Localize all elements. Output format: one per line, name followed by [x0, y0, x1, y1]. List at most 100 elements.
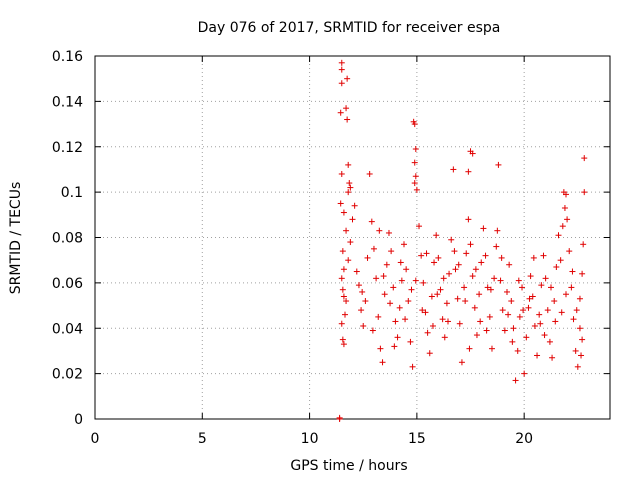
data-point [559, 223, 566, 230]
data-point [572, 347, 579, 354]
data-point [534, 352, 541, 359]
data-point [388, 248, 395, 255]
data-point [338, 170, 345, 177]
data-point [340, 209, 347, 216]
data-point [338, 66, 345, 73]
data-point [380, 273, 387, 280]
data-point [412, 277, 419, 284]
data-point [390, 284, 397, 291]
x-tick-label: 15 [408, 431, 426, 447]
data-point [529, 293, 536, 300]
data-point [360, 322, 367, 329]
data-point [576, 295, 583, 302]
data-point [461, 284, 468, 291]
y-tick-label: 0.14 [52, 94, 83, 110]
data-point [488, 345, 495, 352]
data-point [340, 341, 347, 348]
data-point [411, 121, 418, 128]
x-tick-label: 5 [198, 431, 207, 447]
data-point [504, 288, 510, 295]
data-point [397, 259, 404, 266]
data-point [376, 227, 383, 234]
data-point [409, 363, 416, 370]
data-point [471, 304, 478, 311]
data-point [515, 277, 522, 284]
data-point [396, 304, 403, 311]
data-point [403, 266, 410, 273]
data-point [570, 316, 577, 323]
data-point [381, 291, 388, 298]
y-tick-labels: 0 0.02 0.04 0.06 0.08 0.1 0.12 0.14 0.16 [52, 49, 83, 428]
data-point [387, 300, 394, 307]
data-point [505, 311, 512, 318]
data-point [537, 320, 544, 327]
data-point [392, 318, 399, 325]
data-point [347, 184, 354, 191]
data-point [450, 166, 457, 173]
data-point [405, 298, 412, 305]
data-point [465, 216, 472, 223]
data-point [483, 327, 490, 334]
data-point [495, 161, 502, 168]
data-point [462, 298, 469, 305]
data-point [452, 266, 459, 273]
data-point [569, 268, 576, 275]
data-point [370, 245, 377, 252]
x-tick-label: 0 [91, 431, 100, 447]
data-point [339, 248, 346, 255]
data-point [458, 359, 465, 366]
data-point [394, 334, 401, 341]
data-point [566, 248, 573, 255]
data-point [422, 309, 429, 316]
data-point [538, 282, 545, 289]
data-point [345, 161, 352, 168]
data-point [401, 241, 407, 248]
data-point [455, 261, 462, 268]
x-axis-label: GPS time / hours [290, 458, 407, 474]
data-point [578, 352, 585, 359]
data-point [557, 257, 564, 264]
data-point [520, 307, 527, 314]
data-point [501, 327, 508, 334]
data-point [347, 239, 354, 246]
data-point [343, 298, 350, 305]
data-point [412, 173, 419, 180]
data-point [344, 75, 351, 82]
data-point [426, 350, 433, 357]
data-point [581, 189, 588, 196]
data-point [402, 316, 409, 323]
data-point [469, 273, 476, 280]
data-point [343, 105, 350, 112]
data-point [344, 116, 351, 123]
data-point [516, 313, 523, 320]
data-point [494, 227, 501, 234]
data-point [540, 252, 547, 259]
x-tick-label: 20 [515, 431, 533, 447]
data-point [544, 307, 551, 314]
data-point [580, 241, 587, 248]
data-point [514, 347, 521, 354]
data-point [338, 275, 345, 282]
data-point [498, 254, 505, 261]
data-point [338, 320, 345, 327]
data-point [465, 168, 472, 175]
data-point [508, 298, 515, 305]
data-point [573, 307, 580, 314]
data-point [487, 286, 494, 293]
data-point [368, 218, 375, 225]
data-point [433, 232, 440, 239]
data-point [349, 216, 356, 223]
data-point [362, 298, 369, 305]
data-point [456, 320, 463, 327]
data-point [346, 180, 353, 187]
data-point [431, 259, 438, 266]
data-point [581, 155, 588, 162]
data-point [564, 216, 571, 223]
data-point [375, 313, 382, 320]
y-tick-label: 0.08 [52, 231, 83, 247]
data-point [441, 334, 448, 341]
data-point [366, 170, 373, 177]
data-point [542, 275, 549, 282]
data-point [530, 254, 537, 261]
